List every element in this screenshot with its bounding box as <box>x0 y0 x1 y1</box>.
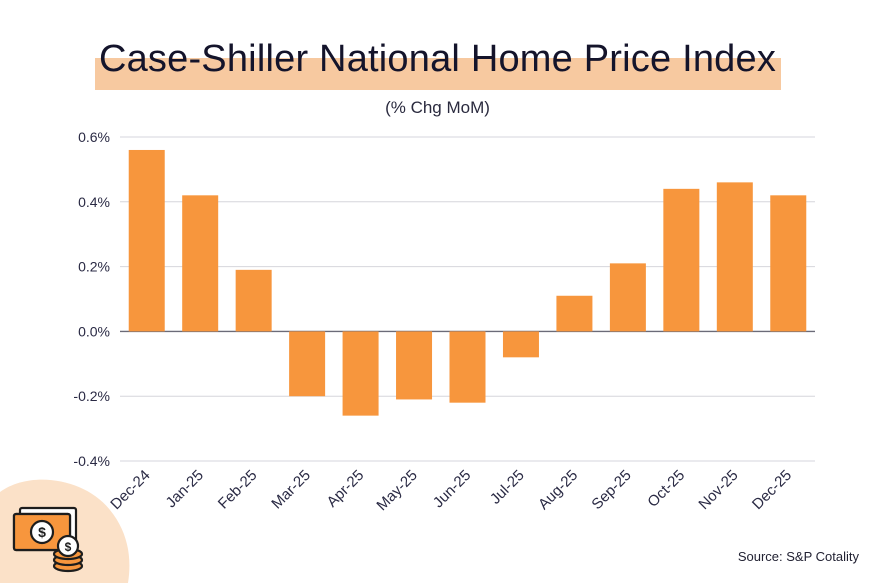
bar <box>449 331 486 403</box>
bar <box>716 182 753 332</box>
x-tick-label: Jun-25 <box>430 467 474 511</box>
bar <box>770 195 807 332</box>
y-tick-label: 0.0% <box>78 323 110 339</box>
bar <box>502 331 539 358</box>
title-highlight <box>95 58 781 90</box>
x-tick-label: May-25 <box>373 467 420 514</box>
bar <box>556 295 593 332</box>
money-stack-icon: $ $ <box>0 479 130 583</box>
x-tick-label: Sep-25 <box>588 467 634 513</box>
bar <box>235 269 272 332</box>
x-tick-label: Nov-25 <box>695 467 741 513</box>
x-tick-label: Feb-25 <box>215 467 261 513</box>
bar <box>128 149 165 332</box>
y-tick-label: -0.2% <box>73 388 110 404</box>
svg-text:$: $ <box>65 540 72 554</box>
x-tick-label: Mar-25 <box>268 467 314 513</box>
bar <box>342 331 379 416</box>
bar <box>609 263 646 332</box>
x-tick-label: Apr-25 <box>324 467 368 511</box>
x-tick-label: Jan-25 <box>163 467 207 511</box>
y-tick-label: 0.6% <box>78 129 110 145</box>
title-wrap: Case-Shiller National Home Price Index <box>0 38 875 81</box>
y-tick-label: 0.4% <box>78 194 110 210</box>
x-tick-label: Aug-25 <box>535 467 581 513</box>
source-note: Source: S&P Cotality <box>737 549 859 564</box>
bar <box>396 331 433 400</box>
x-tick-label: Jul-25 <box>487 467 528 508</box>
bar <box>289 331 326 397</box>
x-tick-label: Dec-25 <box>749 467 795 513</box>
svg-text:$: $ <box>38 524 46 540</box>
y-tick-label: -0.4% <box>73 453 110 469</box>
bar <box>663 188 700 332</box>
bar <box>182 195 219 332</box>
x-tick-label: Oct-25 <box>644 467 688 511</box>
chart-title: Case-Shiller National Home Price Index <box>98 38 777 80</box>
y-tick-label: 0.2% <box>78 259 110 275</box>
chart-subtitle: (% Chg MoM) <box>385 98 490 117</box>
